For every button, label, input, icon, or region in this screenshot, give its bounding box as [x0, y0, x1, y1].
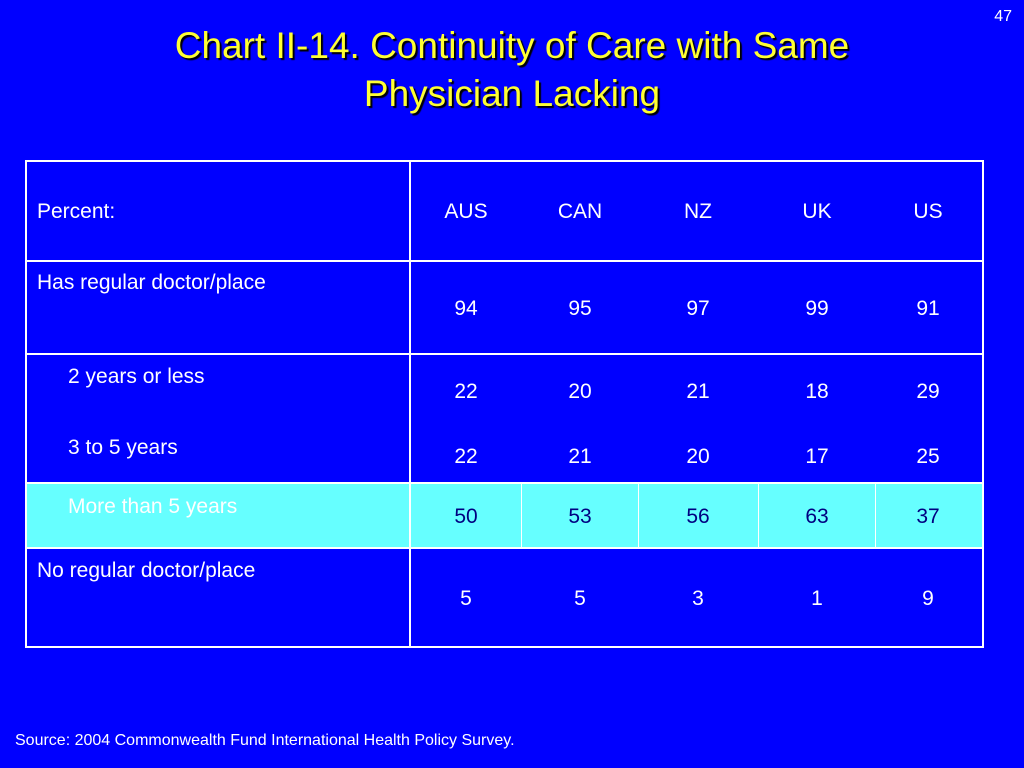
row-label: Has regular doctor/place [37, 271, 266, 294]
table-cell: 1 [811, 587, 823, 610]
column-header-can: CAN [557, 200, 603, 223]
table-cell: 63 [805, 505, 829, 528]
row-divider [25, 547, 984, 549]
table-cell: 20 [686, 445, 710, 468]
table-cell: 3 [692, 587, 704, 610]
row-label: 3 to 5 years [68, 436, 178, 459]
table-cell: 21 [686, 380, 710, 403]
table-cell: 99 [805, 297, 829, 320]
slide-title-line-2: Physician Lacking [363, 73, 661, 114]
table-border [25, 160, 984, 648]
row-label: No regular doctor/place [37, 559, 256, 582]
table-cell: 17 [805, 445, 829, 468]
table-cell: 91 [916, 297, 940, 320]
header-label: Percent: [37, 200, 116, 223]
table-cell: 18 [805, 380, 829, 403]
source-note: Source: 2004 Commonwealth Fund Internati… [15, 732, 515, 749]
table-cell: 21 [568, 445, 592, 468]
page-number: 47 [994, 8, 1012, 25]
column-header-uk: UK [802, 200, 832, 223]
table-cell: 22 [454, 380, 478, 403]
table-cell: 50 [454, 505, 478, 528]
row-divider [25, 260, 984, 262]
slide-title-line-1: Chart II-14. Continuity of Care with Sam… [174, 25, 850, 66]
cell-divider [875, 484, 876, 548]
data-table: Percent: AUS CAN NZ UK US Has regular do… [25, 160, 984, 648]
table-cell: 25 [916, 445, 940, 468]
table-cell: 95 [568, 297, 592, 320]
table-cell: 53 [568, 505, 592, 528]
table-cell: 9 [922, 587, 934, 610]
column-header-aus: AUS [444, 200, 488, 223]
column-header-nz: NZ [684, 200, 712, 223]
row-label: More than 5 years [68, 495, 238, 518]
table-cell: 97 [686, 297, 710, 320]
row-label: 2 years or less [68, 365, 205, 388]
table-cell: 5 [574, 587, 586, 610]
table-cell: 5 [460, 587, 472, 610]
table-cell: 37 [916, 505, 940, 528]
highlight-row-background [27, 484, 982, 548]
table-cell: 94 [454, 297, 478, 320]
table-cell: 56 [686, 505, 710, 528]
table-cell: 22 [454, 445, 478, 468]
cell-divider [758, 484, 759, 548]
row-divider [25, 353, 984, 355]
column-divider [409, 160, 411, 648]
cell-divider [521, 484, 522, 548]
row-divider [25, 482, 984, 484]
slide-title: Chart II-14. Continuity of Care with Sam… [0, 22, 1024, 118]
column-header-us: US [913, 200, 943, 223]
table-cell: 20 [568, 380, 592, 403]
cell-divider [638, 484, 639, 548]
table-cell: 29 [916, 380, 940, 403]
